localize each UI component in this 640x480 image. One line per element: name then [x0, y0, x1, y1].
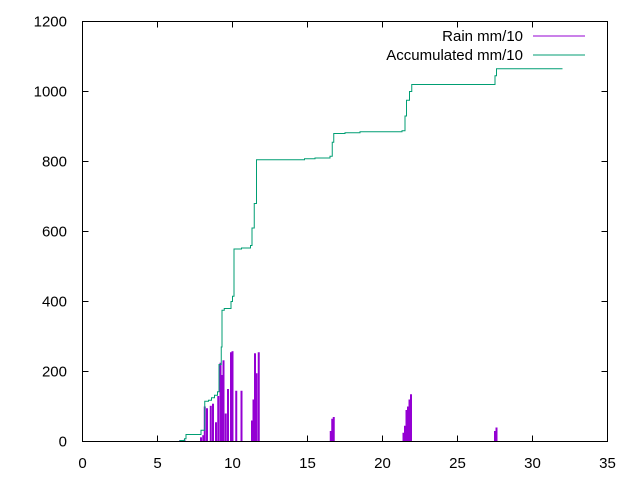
series-layer — [165, 68, 563, 442]
x-tick-label: 30 — [524, 455, 541, 472]
series-rain — [179, 351, 498, 442]
legend: Rain mm/10 Accumulated mm/10 — [386, 28, 585, 64]
y-tick-label: 1200 — [34, 14, 67, 31]
legend-label-accumulated: Accumulated mm/10 — [386, 47, 523, 64]
axis-ticks — [82, 21, 608, 442]
x-tick-label: 5 — [153, 455, 161, 472]
series-accumulated — [165, 68, 563, 442]
y-tick-label: 0 — [59, 434, 67, 451]
y-tick-label: 400 — [42, 294, 67, 311]
x-tick-label: 25 — [449, 455, 466, 472]
x-tick-label: 20 — [374, 455, 391, 472]
y-tick-label: 1000 — [34, 84, 67, 101]
accumulated-line — [165, 68, 563, 442]
y-tick-label: 600 — [42, 224, 67, 241]
tick-labels: 0 5 10 15 20 25 30 35 0 200 400 600 800 1000 1200 — [34, 14, 616, 473]
x-tick-label: 10 — [224, 455, 241, 472]
x-tick-label: 35 — [599, 455, 616, 472]
x-tick-label: 15 — [299, 455, 316, 472]
y-tick-label: 800 — [42, 154, 67, 171]
x-tick-label: 0 — [78, 455, 86, 472]
legend-label-rain: Rain mm/10 — [442, 28, 523, 45]
plot-frame — [82, 21, 608, 442]
y-tick-label: 200 — [42, 364, 67, 381]
